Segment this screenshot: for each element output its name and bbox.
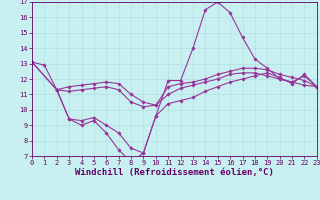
X-axis label: Windchill (Refroidissement éolien,°C): Windchill (Refroidissement éolien,°C) <box>75 168 274 177</box>
